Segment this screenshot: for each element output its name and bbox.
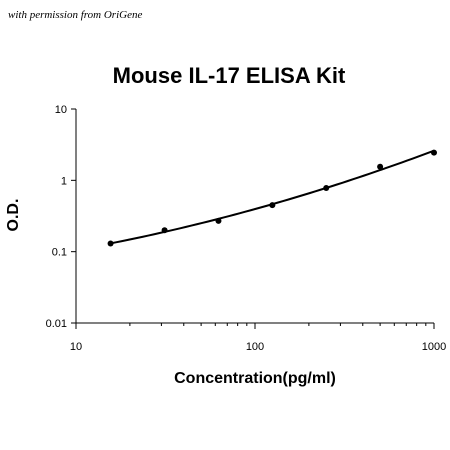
- data-points: [107, 149, 437, 247]
- data-point: [215, 217, 222, 224]
- x-axis-ticks: 10 100 1000: [70, 323, 446, 353]
- data-point: [269, 202, 276, 209]
- data-point: [107, 240, 114, 247]
- x-tick-label: 10: [70, 341, 82, 353]
- data-point: [161, 227, 168, 234]
- y-tick-label: 10: [55, 104, 67, 116]
- standard-curve-line: [110, 149, 435, 245]
- x-tick-label: 1000: [422, 341, 446, 353]
- y-tick-label: 1: [61, 175, 67, 187]
- y-axis-label: O.D.: [5, 199, 22, 232]
- plot-area: 0.01 0.1 1 10 10 100 1000: [46, 104, 447, 353]
- data-point: [377, 163, 384, 170]
- permission-credit: with permission from OriGene: [8, 9, 142, 21]
- x-tick-label: 100: [246, 341, 264, 353]
- y-tick-label: 0.1: [52, 247, 67, 259]
- y-axis-ticks: 0.01 0.1 1 10: [46, 104, 76, 330]
- chart-title: Mouse IL-17 ELISA Kit: [113, 63, 346, 88]
- x-axis-label: Concentration(pg/ml): [174, 370, 336, 387]
- data-point: [431, 149, 437, 156]
- y-tick-label: 0.01: [46, 318, 67, 330]
- data-point: [323, 185, 330, 192]
